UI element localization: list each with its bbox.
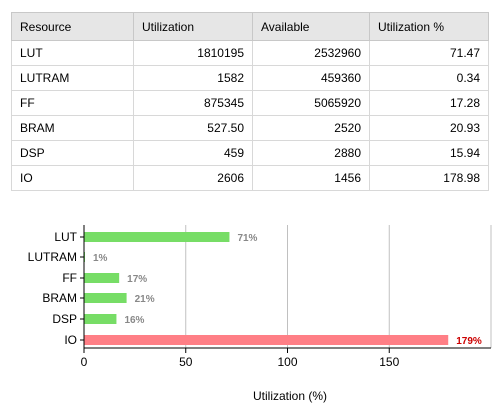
cell-percent: 178.98 <box>369 165 489 191</box>
cell-utilization: 1810195 <box>133 40 253 66</box>
column-header-utilization-percent[interactable]: Utilization % <box>369 12 489 41</box>
cell-available: 2532960 <box>252 40 370 66</box>
bar-bram <box>84 293 127 303</box>
cell-utilization: 1582 <box>133 65 253 91</box>
cell-available: 5065920 <box>252 90 370 116</box>
cell-available: 2880 <box>252 140 370 166</box>
data-label-ff: 17% <box>127 274 147 285</box>
table-header-row: Resource Utilization Available Utilizati… <box>11 12 489 41</box>
cell-resource: LUT <box>11 40 134 66</box>
chart-axes: 0 50 100 150 <box>80 225 491 369</box>
data-label-bram: 21% <box>135 294 155 305</box>
category-label-dsp: DSP <box>52 312 77 326</box>
cell-available: 1456 <box>252 165 370 191</box>
cell-utilization: 2606 <box>133 165 253 191</box>
bar-lut <box>84 232 230 242</box>
column-header-available[interactable]: Available <box>252 12 370 41</box>
x-tick-label: 150 <box>379 355 399 369</box>
category-label-lut: LUT <box>54 230 77 244</box>
chart-bars <box>84 232 449 345</box>
table-row[interactable]: BRAM 527.50 2520 20.93 <box>11 115 489 141</box>
x-tick-label: 100 <box>277 355 297 369</box>
column-header-utilization[interactable]: Utilization <box>133 12 253 41</box>
x-tick-label: 50 <box>179 355 193 369</box>
bar-dsp <box>84 314 117 324</box>
category-label-io: IO <box>64 333 77 347</box>
data-label-io: 179% <box>456 336 482 347</box>
cell-utilization: 459 <box>133 140 253 166</box>
cell-utilization: 875345 <box>133 90 253 116</box>
cell-resource: IO <box>11 165 134 191</box>
cell-percent: 20.93 <box>369 115 489 141</box>
category-label-ff: FF <box>62 271 77 285</box>
utilization-table: Resource Utilization Available Utilizati… <box>11 12 489 191</box>
data-label-dsp: 16% <box>124 315 144 326</box>
cell-percent: 71.47 <box>369 40 489 66</box>
cell-available: 2520 <box>252 115 370 141</box>
x-tick-label: 0 <box>81 355 88 369</box>
bar-io <box>84 335 449 345</box>
table-row[interactable]: IO 2606 1456 178.98 <box>11 165 489 191</box>
cell-resource: LUTRAM <box>11 65 134 91</box>
cell-resource: DSP <box>11 140 134 166</box>
column-header-resource[interactable]: Resource <box>11 12 134 41</box>
cell-resource: FF <box>11 90 134 116</box>
cell-utilization: 527.50 <box>133 115 253 141</box>
chart-gridlines <box>185 225 492 348</box>
x-axis-label: Utilization (%) <box>253 389 327 403</box>
chart-category-labels: LUT LUTRAM FF BRAM DSP IO <box>28 230 78 347</box>
cell-percent: 17.28 <box>369 90 489 116</box>
category-label-lutram: LUTRAM <box>28 250 77 264</box>
data-label-lutram: 1% <box>93 253 108 264</box>
cell-percent: 15.94 <box>369 140 489 166</box>
cell-resource: BRAM <box>11 115 134 141</box>
table-row[interactable]: DSP 459 2880 15.94 <box>11 140 489 166</box>
cell-available: 459360 <box>252 65 370 91</box>
table-row[interactable]: LUTRAM 1582 459360 0.34 <box>11 65 489 91</box>
category-label-bram: BRAM <box>42 291 77 305</box>
table-row[interactable]: LUT 1810195 2532960 71.47 <box>11 40 489 66</box>
cell-percent: 0.34 <box>369 65 489 91</box>
data-label-lut: 71% <box>237 233 257 244</box>
bar-ff <box>84 273 120 283</box>
table-row[interactable]: FF 875345 5065920 17.28 <box>11 90 489 116</box>
chart-data-labels: 71% 1% 17% 21% 16% 179% <box>93 233 482 347</box>
